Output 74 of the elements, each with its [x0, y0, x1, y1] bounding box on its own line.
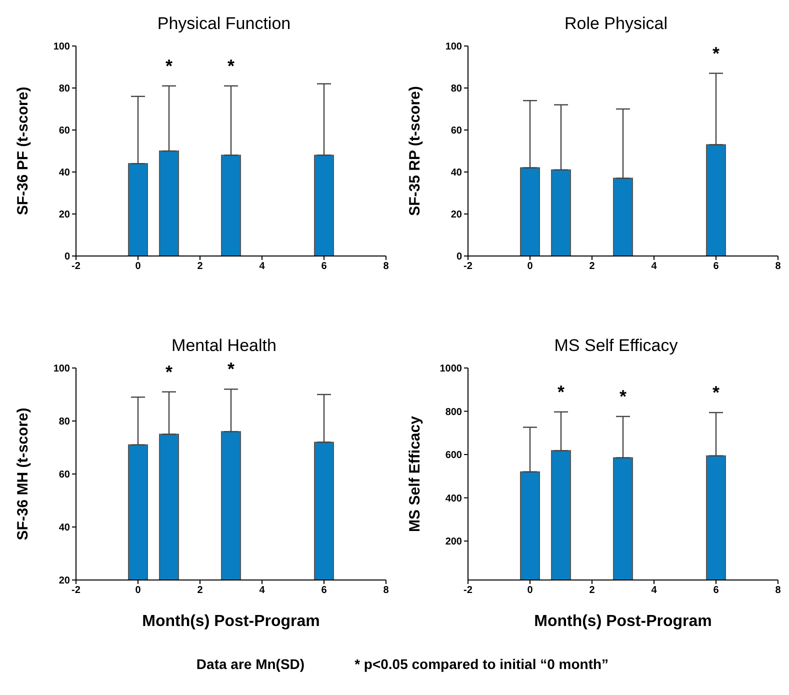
bar	[128, 163, 148, 256]
chart-title: Physical Function	[156, 14, 292, 34]
x-tick-label: -2	[464, 585, 473, 596]
y-axis-title: SF-36 PF (t-score)	[14, 86, 32, 216]
y-tick-label: 60	[450, 126, 462, 137]
x-tick-label: 2	[197, 585, 204, 596]
bar	[551, 169, 571, 256]
bar	[520, 167, 540, 256]
y-tick-label: 100	[53, 42, 70, 53]
x-tick-label: 6	[321, 261, 328, 272]
annotation: *	[165, 362, 173, 382]
x-tick-label: 0	[527, 261, 534, 272]
y-tick-label: 40	[58, 522, 70, 534]
annotation: *	[712, 43, 720, 64]
y-tick-label: 400	[445, 493, 462, 504]
y-tick-label: 20	[58, 576, 70, 587]
x-tick-label: 4	[259, 585, 266, 596]
annotation: *	[557, 382, 565, 402]
chart-title: Role Physical	[564, 14, 668, 34]
y-tick-label: 40	[450, 168, 462, 179]
x-tick-label: -2	[72, 585, 81, 596]
y-tick-label: 100	[53, 364, 70, 375]
y-axis-title: MS Self Efficacy	[406, 415, 424, 532]
y-tick-label: 20	[58, 210, 70, 221]
x-tick-label: 6	[321, 585, 328, 596]
y-tick-label: 0	[64, 252, 70, 263]
y-tick-label: 0	[456, 252, 462, 263]
bar	[159, 150, 179, 256]
y-tick-label: 60	[58, 126, 70, 137]
x-tick-label: 8	[383, 585, 390, 596]
x-tick-label: 2	[589, 261, 596, 272]
y-tick-label: 20	[450, 210, 462, 221]
chart-title: MS Self Efficacy	[553, 336, 679, 356]
bar	[706, 144, 726, 256]
chart-title: Mental Health	[170, 336, 278, 356]
x-tick-label: 2	[589, 585, 596, 596]
y-tick-label: 200	[445, 536, 462, 548]
x-tick-label: 4	[651, 261, 658, 272]
x-tick-label: 4	[651, 585, 658, 596]
y-tick-label: 80	[58, 416, 70, 428]
annotation: *	[165, 56, 173, 76]
y-tick-label: 60	[58, 470, 70, 481]
x-tick-label: 8	[383, 261, 390, 272]
annotation: *	[227, 359, 235, 380]
y-tick-label: 100	[445, 42, 462, 53]
x-axis-title: Month(s) Post-Program	[142, 613, 320, 630]
y-tick-label: 800	[445, 406, 462, 418]
annotation: *	[619, 386, 627, 406]
annotation: *	[227, 56, 235, 76]
x-tick-label: 2	[197, 261, 204, 272]
y-axis-title: SF-36 MH (t-score)	[14, 408, 32, 540]
bar	[314, 154, 334, 256]
text: * p<0.05 compared to initial “0 month”	[354, 656, 609, 672]
x-tick-label: 0	[135, 585, 142, 596]
x-tick-label: 0	[135, 261, 142, 272]
x-tick-label: 8	[775, 261, 782, 272]
y-tick-label: 1000	[440, 364, 462, 375]
x-tick-label: 8	[775, 585, 782, 596]
y-tick-label: 80	[58, 84, 70, 95]
x-tick-label: 4	[259, 261, 266, 272]
bar	[221, 154, 241, 256]
x-tick-label: -2	[72, 261, 81, 272]
x-tick-label: 6	[713, 261, 720, 272]
annotation: *	[712, 382, 720, 403]
x-axis-title: Month(s) Post-Program	[534, 613, 712, 630]
y-tick-label: 80	[450, 84, 462, 95]
x-tick-label: 0	[527, 585, 534, 596]
x-tick-label: 6	[713, 585, 720, 596]
x-tick-label: -2	[464, 261, 473, 272]
y-axis-title: SF-35 RP (t-score)	[406, 86, 424, 216]
text: Data are Mn(SD)	[196, 656, 305, 672]
bar	[613, 178, 633, 256]
y-tick-label: 40	[58, 168, 70, 179]
y-tick-label: 600	[445, 450, 462, 462]
